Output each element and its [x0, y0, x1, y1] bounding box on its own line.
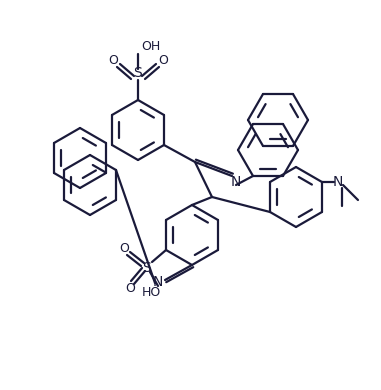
- Text: O: O: [119, 241, 129, 255]
- Text: N: N: [333, 175, 343, 189]
- Text: HO: HO: [141, 287, 161, 300]
- Text: N: N: [231, 175, 241, 189]
- Text: O: O: [108, 55, 118, 67]
- Text: O: O: [158, 55, 168, 67]
- Text: S: S: [142, 261, 150, 275]
- Text: S: S: [134, 66, 142, 80]
- Text: OH: OH: [141, 41, 160, 53]
- Text: O: O: [125, 282, 135, 294]
- Text: N: N: [153, 275, 163, 289]
